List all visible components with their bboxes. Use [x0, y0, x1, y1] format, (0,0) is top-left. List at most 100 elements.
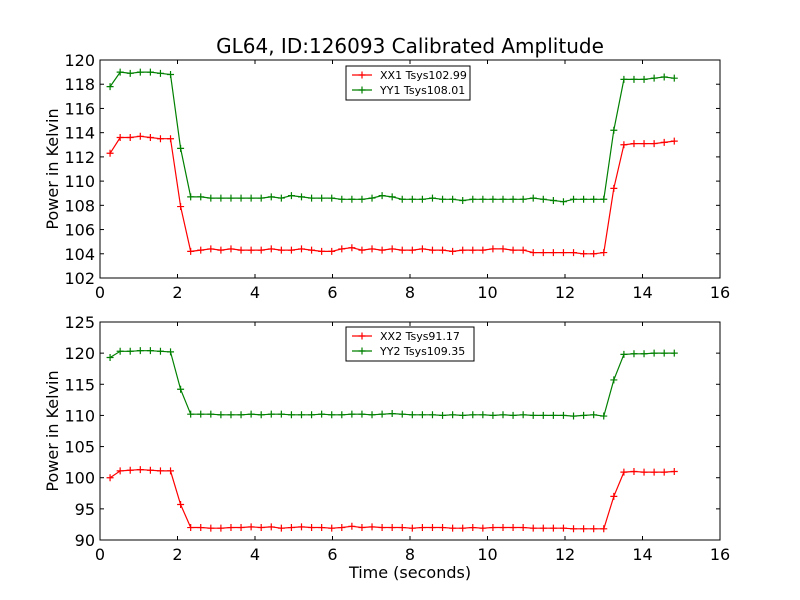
top-series-1-point — [509, 246, 517, 254]
bottom-series-1-point — [630, 467, 638, 475]
bottom-ytick-label: 110 — [64, 406, 95, 425]
top-series-1-point — [308, 246, 316, 254]
top-series-2-point — [156, 69, 164, 77]
top-series-2-point — [237, 194, 245, 202]
bottom-series-2-point — [167, 348, 175, 356]
bottom-ytick-label: 105 — [64, 438, 95, 457]
top-series-2-point — [267, 193, 275, 201]
bottom-series-2-point — [590, 411, 598, 419]
chart-title: GL64, ID:126093 Calibrated Amplitude — [216, 34, 604, 58]
bottom-series-2-point — [116, 347, 124, 355]
bottom-series-2-point — [469, 411, 477, 419]
bottom-series-1-point — [449, 524, 457, 532]
bottom-series-1-point — [509, 524, 517, 532]
bottom-series-1-point — [660, 468, 668, 476]
bottom-series-1-point — [308, 524, 316, 532]
bottom-ytick-label: 115 — [64, 375, 95, 394]
bottom-xtick-label: 14 — [632, 545, 652, 564]
top-series-2-point — [600, 195, 608, 203]
bottom-series-1-point — [549, 524, 557, 532]
top-series-2-point — [318, 194, 326, 202]
top-series-2-point — [620, 75, 628, 83]
top-series-1-point — [126, 134, 134, 142]
bottom-ytick-label: 125 — [64, 313, 95, 332]
bottom-xtick-label: 8 — [405, 545, 415, 564]
bottom-series-2-point — [348, 410, 356, 418]
bottom-legend-label-1: XX2 Tsys91.17 — [380, 330, 460, 343]
top-series-2-point — [469, 195, 477, 203]
bottom-series-1-point — [570, 525, 578, 533]
bottom-series-2-point — [207, 410, 215, 418]
bottom-series-2-point — [378, 410, 386, 418]
top-series-1-point — [156, 135, 164, 143]
top-legend-box — [345, 65, 471, 101]
top-series-2-point — [358, 195, 366, 203]
bottom-legend-marker-1 — [358, 332, 366, 340]
top-series-2-point — [630, 75, 638, 83]
top-series-2-point — [277, 194, 285, 202]
top-series-1-point — [650, 140, 658, 148]
bottom-xtick-label: 16 — [710, 545, 730, 564]
top-ytick-label: 120 — [64, 51, 95, 70]
bottom-series-2-point — [600, 412, 608, 420]
top-series-1-point — [247, 246, 255, 254]
top-series-2-point — [197, 193, 205, 201]
bottom-series-2-point — [630, 350, 638, 358]
top-series-1-point — [559, 249, 567, 257]
bottom-series-2-point — [287, 411, 295, 419]
top-legend-label-1: XX1 Tsys102.99 — [380, 69, 467, 82]
bottom-series-1-point — [469, 524, 477, 532]
bottom-series-1-point — [267, 523, 275, 531]
top-series-2-point — [298, 193, 305, 201]
bottom-series-1-point — [650, 468, 658, 476]
bottom-series-1-point — [318, 524, 326, 532]
bottom-series-2-point — [177, 385, 185, 393]
top-series-2-point — [640, 75, 648, 83]
top-series-2-point — [187, 193, 195, 201]
top-series-1-point — [610, 184, 618, 192]
top-series-2-point — [428, 194, 436, 202]
top-series-2-point — [610, 126, 618, 134]
bottom-series-1-point — [217, 524, 225, 532]
bottom-xtick-label: 2 — [172, 545, 182, 564]
top-series-2-point — [590, 195, 598, 203]
top-series-1-point — [298, 245, 305, 253]
bottom-series-1-point — [459, 524, 467, 532]
top-series-1-point — [368, 245, 376, 253]
top-series-1-point — [328, 247, 336, 255]
top-series-2-point — [509, 195, 517, 203]
bottom-series-1-point — [287, 524, 295, 532]
top-series-1-point — [590, 250, 598, 258]
top-ylabel: Power in Kelvin — [43, 108, 62, 229]
bottom-series-1-point — [277, 524, 285, 532]
top-xtick-label: 6 — [327, 283, 337, 302]
top-series-1-point — [408, 246, 416, 254]
bottom-series-1-point — [559, 524, 567, 532]
bottom-xtick-label: 10 — [477, 545, 497, 564]
bottom-series-1-point — [116, 467, 124, 475]
top-series-1-point — [479, 246, 487, 254]
bottom-series-2-point — [610, 376, 618, 384]
top-ytick-label: 102 — [64, 269, 95, 288]
bottom-series-1-point — [247, 523, 255, 531]
bottom-series-2-point — [328, 411, 336, 419]
top-ytick-label: 116 — [64, 99, 95, 118]
bottom-series-2-point — [449, 411, 457, 419]
bottom-series-2-point — [388, 410, 396, 418]
bottom-series-1-point — [590, 525, 598, 533]
bottom-series-1-point — [126, 466, 134, 474]
bottom-series-1-point — [156, 467, 164, 475]
top-xtick-label: 8 — [405, 283, 415, 302]
bottom-series-1-point — [670, 467, 678, 475]
bottom-series-2-point — [298, 411, 305, 419]
top-series-1-point — [459, 246, 467, 254]
top-xtick-label: 14 — [632, 283, 652, 302]
bottom-series-1-point — [348, 522, 356, 530]
top-series-2-point — [388, 193, 396, 201]
top-series-1-point — [519, 246, 527, 254]
bottom-series-2-point — [418, 411, 426, 419]
top-series-2-point — [146, 68, 154, 76]
bottom-series-1-point — [580, 525, 588, 533]
top-series-2-point — [529, 194, 537, 202]
bottom-xtick-label: 6 — [327, 545, 337, 564]
